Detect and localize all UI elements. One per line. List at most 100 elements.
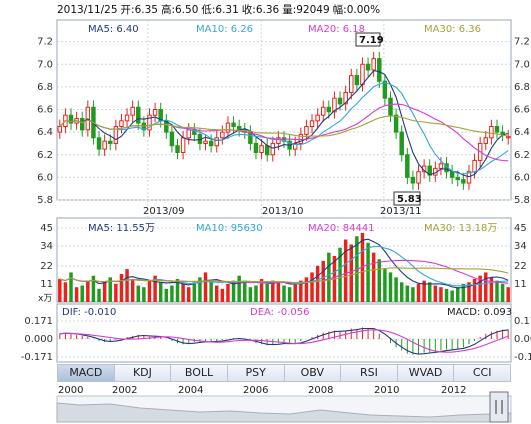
candle-body bbox=[203, 140, 208, 144]
candle-body bbox=[360, 63, 365, 86]
candle-body bbox=[164, 120, 169, 133]
volume-bar bbox=[343, 239, 348, 302]
volume-bar bbox=[86, 280, 90, 302]
candle-body bbox=[388, 97, 393, 116]
candle-body bbox=[455, 176, 460, 181]
tab-rsi[interactable]: RSI bbox=[341, 364, 398, 382]
volume-bar bbox=[69, 272, 73, 302]
candle-body bbox=[472, 159, 477, 173]
quote-low: 低:6.31 bbox=[201, 4, 239, 16]
candle-body bbox=[505, 136, 511, 139]
volume-bar bbox=[91, 275, 96, 302]
volume-bar bbox=[259, 278, 264, 302]
volume-bar bbox=[147, 280, 152, 302]
candle-body bbox=[309, 120, 315, 127]
tab-macd[interactable]: MACD bbox=[57, 364, 115, 382]
volume-bar bbox=[153, 275, 157, 302]
candle-body bbox=[326, 106, 332, 113]
macd-legend-macd: MACD: 0.093 bbox=[447, 307, 512, 318]
volume-bar bbox=[315, 265, 320, 302]
volume-bar bbox=[433, 285, 438, 302]
macd-tick-left: -0.171 bbox=[21, 352, 53, 363]
volume-bar bbox=[226, 283, 230, 302]
volume-bar bbox=[80, 285, 84, 302]
year-label: 2008 bbox=[308, 385, 334, 396]
volume-bar bbox=[119, 274, 124, 302]
year-label: 2006 bbox=[243, 385, 269, 396]
volume-bar bbox=[416, 283, 421, 302]
volume-tick-left: 45 bbox=[40, 223, 53, 234]
price-tick-left: 7.2 bbox=[37, 37, 53, 48]
volume-bar bbox=[377, 259, 382, 302]
tab-cci[interactable]: CCI bbox=[454, 364, 511, 382]
volume-bar bbox=[450, 290, 454, 302]
quote-change: 幅:0.00% bbox=[332, 4, 381, 16]
macd-tick-left: 0.171 bbox=[24, 316, 53, 327]
year-label: 2004 bbox=[178, 385, 204, 396]
quote-open: 开:6.35 bbox=[120, 4, 158, 16]
quote-close: 收:6.36 bbox=[241, 4, 280, 16]
quote-high: 高:6.50 bbox=[160, 4, 199, 16]
ma10-line bbox=[59, 82, 509, 175]
candle-body bbox=[68, 114, 74, 124]
volume-bar bbox=[181, 283, 185, 302]
candle-body bbox=[208, 140, 214, 147]
candle-body bbox=[214, 137, 219, 147]
candle-body bbox=[259, 145, 264, 153]
tab-wvad[interactable]: WVAD bbox=[397, 364, 455, 382]
high-annotation: 7.19 bbox=[355, 32, 384, 47]
tab-obv[interactable]: OBV bbox=[284, 364, 342, 382]
volume-bar bbox=[366, 242, 370, 302]
candle-body bbox=[119, 120, 124, 127]
candle-body bbox=[124, 114, 130, 122]
candle-body bbox=[147, 114, 152, 131]
volume-bar bbox=[102, 282, 107, 302]
price-tick-right: 7.0 bbox=[514, 59, 530, 70]
candle-body bbox=[337, 97, 343, 105]
low-annotation: 5.83 bbox=[393, 191, 422, 206]
candle-body bbox=[136, 106, 141, 124]
volume-bar bbox=[349, 244, 353, 302]
macd-tick-left: 0.000 bbox=[24, 334, 53, 345]
low-label: 5.83 bbox=[397, 194, 422, 205]
tab-boll[interactable]: BOLL bbox=[171, 364, 228, 382]
macd-tick-right: 0.171 bbox=[514, 316, 531, 327]
tab-kdj[interactable]: KDJ bbox=[114, 364, 172, 382]
candle-body bbox=[152, 109, 158, 116]
volume-bar bbox=[444, 288, 449, 302]
volume-bar bbox=[472, 278, 477, 302]
volume-bar bbox=[287, 287, 292, 302]
candle-body bbox=[220, 131, 225, 139]
volume-bar bbox=[506, 287, 510, 302]
volume-tick-right: 45 bbox=[514, 223, 527, 234]
candle-body bbox=[315, 114, 320, 122]
volume-bar bbox=[461, 283, 466, 302]
price-tick-left: 6.2 bbox=[37, 150, 53, 161]
volume-bar bbox=[58, 278, 62, 302]
vol-ma30-line bbox=[59, 267, 509, 284]
tab-psy[interactable]: PSY bbox=[227, 364, 285, 382]
price-tick-left: 6.4 bbox=[37, 127, 53, 138]
candle-body bbox=[108, 140, 113, 144]
candle-body bbox=[186, 129, 191, 139]
candle-body bbox=[466, 171, 472, 184]
candle-body bbox=[410, 176, 416, 184]
volume-bar bbox=[276, 282, 281, 302]
range-handle[interactable] bbox=[489, 391, 509, 423]
ma30-line bbox=[59, 115, 509, 137]
candle-body bbox=[349, 75, 354, 94]
candle-body bbox=[192, 129, 197, 135]
candle-body bbox=[304, 125, 309, 135]
x-label-sep: 2013/09 bbox=[143, 206, 185, 217]
candle-body bbox=[113, 125, 119, 144]
candle-body bbox=[180, 137, 186, 153]
year-label: 2010 bbox=[374, 385, 400, 396]
ma5-line bbox=[59, 69, 509, 178]
volume-bar bbox=[170, 285, 174, 302]
candle-body bbox=[399, 131, 404, 156]
candle-body bbox=[494, 125, 500, 133]
volume-bar bbox=[97, 288, 101, 302]
volume-bar bbox=[164, 288, 169, 302]
volume-bar bbox=[136, 285, 141, 302]
